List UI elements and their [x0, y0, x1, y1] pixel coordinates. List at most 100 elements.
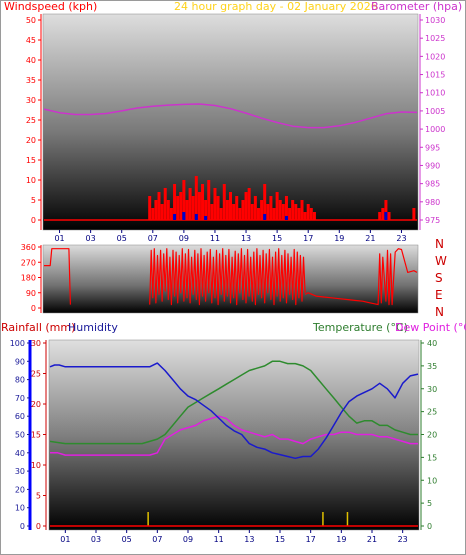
wind-x-tick-label: 17 — [303, 234, 313, 243]
wind-x-tick-label: 19 — [334, 234, 344, 243]
humidity-line — [49, 362, 419, 460]
baro-right-tick-label: 1030 — [425, 16, 445, 25]
compass-labels: N W S E N — [435, 237, 447, 319]
wind-x-tick-label: 15 — [272, 234, 282, 243]
wind-gust-bar — [148, 196, 152, 220]
wind-x-tick-label: 13 — [241, 234, 251, 243]
wind-x-tick-label: 23 — [396, 234, 406, 243]
rainfall-tick-label: 30 — [31, 339, 41, 348]
wind-gust-bar — [182, 180, 186, 220]
wind-gust-bar — [250, 204, 254, 220]
wind-gust-bar — [312, 212, 316, 220]
baro-right-tick-label: 1010 — [425, 89, 445, 98]
wind-gust-bar — [238, 208, 242, 220]
wind-gust-bar — [278, 200, 282, 220]
wind-gust-bar — [225, 200, 229, 220]
compass-n-bottom: N — [435, 305, 444, 319]
wind-left-tick-label: 35 — [26, 76, 36, 85]
wind-gust-bar — [166, 200, 170, 220]
wind-x-tick-label: 21 — [365, 234, 375, 243]
wind-gust-bar — [260, 200, 264, 220]
wind-avg-bar — [263, 214, 267, 220]
wind-left-tick-label: 50 — [26, 16, 36, 25]
temp-x-tick-label: 05 — [122, 535, 132, 544]
temp-x-tick-label: 19 — [336, 535, 346, 544]
temperature-tick-label: 25 — [427, 408, 437, 417]
wind-gust-bar — [154, 200, 158, 220]
baro-right-tick-label: 980 — [425, 198, 440, 207]
baro-right-tick-label: 995 — [425, 143, 440, 152]
barometer-header: Barometer (hpa) — [371, 0, 462, 13]
baro-right-tick-label: 1000 — [425, 125, 445, 134]
wind-avg-bar — [182, 212, 186, 220]
wind-gust-bar — [381, 208, 385, 220]
rainfall-header: Rainfall (mm) — [1, 321, 75, 334]
compass-e: E — [435, 288, 443, 302]
wind-gust-bar — [207, 180, 211, 220]
temperature-tick-label: 35 — [427, 362, 437, 371]
wind-gust-bar — [378, 212, 382, 220]
wind-gust-bar — [194, 176, 198, 220]
wind-x-tick-label: 07 — [148, 234, 158, 243]
temperature-tick-label: 5 — [427, 499, 432, 508]
direction-line — [149, 248, 306, 306]
wind-avg-bar — [204, 216, 208, 220]
humidity-tick-label: 50 — [15, 431, 25, 440]
windspeed-header: Windspeed (kph) — [4, 0, 97, 13]
wind-left-tick-label: 45 — [26, 36, 36, 45]
wind-x-tick-label: 01 — [54, 234, 64, 243]
wind-gust-bar — [173, 184, 177, 220]
humidity-tick-label: 20 — [15, 485, 25, 494]
wind-gust-bar — [247, 188, 251, 220]
temp-x-tick-label: 13 — [244, 535, 254, 544]
baro-right-tick-label: 1015 — [425, 71, 445, 80]
wind-gust-bar — [191, 196, 195, 220]
compass-s: S — [435, 271, 443, 285]
wind-avg-bar — [384, 212, 388, 220]
wind-gust-bar — [213, 188, 217, 220]
humidity-tick-label: 40 — [15, 449, 25, 458]
wind-gust-bar — [219, 208, 223, 220]
wind-left-tick-label: 5 — [31, 196, 36, 205]
wind-gust-bar — [229, 192, 232, 220]
compass-w: W — [435, 254, 447, 268]
wind-avg-bar — [284, 216, 288, 220]
temp-x-tick-label: 09 — [183, 535, 193, 544]
baro-right-tick-label: 1005 — [425, 107, 445, 116]
direction-plot-area — [42, 244, 419, 314]
temperature-tick-label: 40 — [427, 339, 437, 348]
wind-gust-bar — [281, 204, 285, 220]
wind-gust-bar — [197, 192, 201, 220]
humidity-tick-label: 100 — [10, 339, 25, 348]
barometer-line — [43, 103, 418, 129]
wind-gust-bar — [266, 204, 270, 220]
compass-n-top: N — [435, 237, 444, 251]
wind-left-tick-label: 20 — [26, 136, 36, 145]
temperature-line — [49, 360, 418, 445]
direction-tick-label: 180 — [21, 274, 36, 283]
wind-gust-bar — [412, 208, 416, 220]
baro-right-tick-label: 1025 — [425, 34, 445, 43]
wind-gust-bar — [216, 196, 220, 220]
wind-gust-bar — [297, 208, 301, 220]
rainfall-tick-label: 15 — [31, 431, 41, 440]
wind-gust-bar — [160, 204, 164, 220]
humidity-tick-label: 10 — [15, 504, 25, 513]
wind-gust-bar — [185, 200, 189, 220]
wind-gust-bar — [151, 208, 155, 220]
wind-gust-bar — [275, 192, 279, 220]
wind-gust-bar — [188, 188, 192, 220]
humidity-tick-label: 90 — [15, 357, 25, 366]
wind-gust-bar — [179, 192, 183, 220]
wind-left-tick-label: 40 — [26, 56, 36, 65]
wind-gust-bar — [300, 200, 304, 220]
wind-gust-bar — [201, 184, 205, 220]
temperature-tick-label: 30 — [427, 385, 437, 394]
direction-tick-label: 360 — [21, 243, 36, 252]
wind-gust-bar — [210, 204, 214, 220]
dewpoint-line — [50, 415, 418, 456]
wind-gust-bar — [303, 212, 307, 220]
humidity-tick-label: 30 — [15, 467, 25, 476]
wind-gust-bar — [272, 208, 276, 220]
